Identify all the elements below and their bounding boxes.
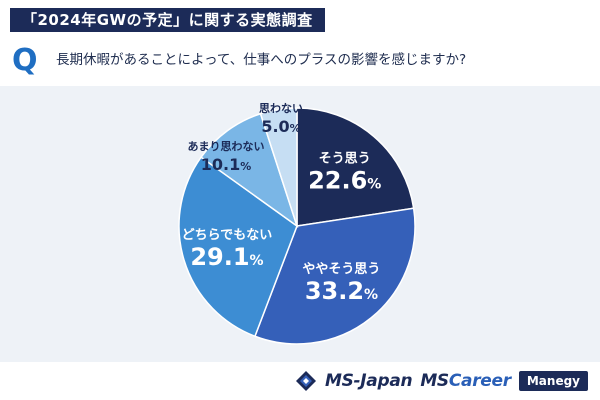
slice-value-label: 33.2% (305, 277, 378, 305)
ms-japan-logo-icon (295, 371, 316, 391)
survey-title: 「2024年GWの予定」に関する実態調査 (10, 8, 325, 32)
slice-value-label: 22.6% (308, 167, 381, 195)
slice-value-label: 29.1% (190, 243, 263, 271)
slice-label: そう思う (319, 152, 371, 167)
slice-label: 思わない (259, 102, 303, 115)
slice-value-label: 5.0% (261, 117, 300, 136)
pie-slice (200, 112, 299, 228)
pie-slice (178, 156, 298, 338)
footer-logos: MS-Japan MSCareer Manegy (295, 368, 588, 394)
question-mark-label: Q (12, 43, 38, 78)
pie-slice (253, 207, 416, 345)
slice-label: ややそう思う (302, 262, 380, 277)
ms-japan-logo-text: MS-Japan (324, 371, 413, 391)
header: 「2024年GWの予定」に関する実態調査 Q 長期休暇があることによって、仕事へ… (0, 0, 600, 86)
manegy-logo: Manegy (518, 371, 588, 391)
footer: MS-Japan MSCareer Manegy (0, 362, 600, 400)
pie-slice (296, 107, 415, 227)
slice-label: あまり思わない (188, 140, 265, 153)
chart-area: そう思う 22.6% ややそう思う 33.2% どちらでもない 29.1% あまり思わない 1… (0, 86, 600, 400)
pie-slice (259, 107, 298, 227)
question-text: 長期休暇があることによって、仕事へのプラスの影響を感じますか? (56, 52, 467, 68)
slice-label: どちらでもない (182, 228, 273, 243)
slice-value-label: 10.1% (201, 155, 252, 174)
mscareer-logo-prefix: MS (420, 371, 449, 391)
mscareer-logo-suffix: Career (448, 371, 511, 391)
mscareer-logo: MSCareer (420, 371, 511, 391)
